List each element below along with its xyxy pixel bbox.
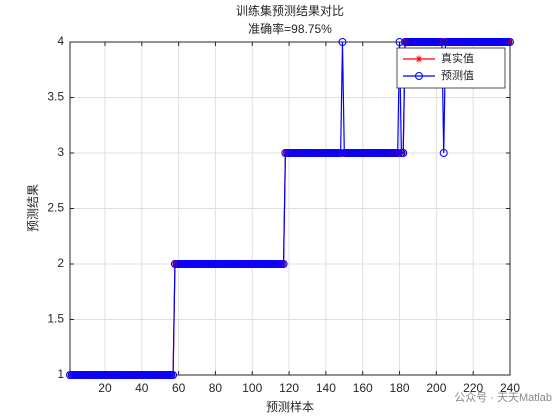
data-point [439,149,448,157]
x-tick-label: 140 [316,381,336,395]
chart-subtitle: 准确率=98.75% [248,21,332,36]
data-point [399,149,408,157]
y-tick-label: 3 [57,145,64,159]
data-point [338,38,347,46]
y-tick-label: 1 [57,367,64,381]
x-axis-label: 预测样本 [266,399,314,414]
x-tick-label: 120 [279,381,299,395]
x-tick-label: 200 [426,381,446,395]
y-tick-label: 2 [57,256,64,270]
legend-marker [415,55,423,63]
legend-label: 预测值 [441,69,474,82]
x-tick-label: 60 [172,381,186,395]
y-axis-label: 预测结果 [26,184,40,232]
x-tick-label: 220 [463,381,483,395]
y-tick-label: 2.5 [47,201,64,215]
data-point [279,260,288,268]
x-tick-label: 100 [242,381,262,395]
data-point [169,371,178,379]
y-tick-label: 4 [57,34,64,48]
y-tick-label: 3.5 [47,90,64,104]
x-tick-label: 160 [353,381,373,395]
legend-box [396,47,506,89]
plot-frame [69,41,511,376]
x-tick-label: 80 [209,381,223,395]
watermark: 公众号 · 天天Matlab [454,391,552,404]
legend-marker [415,72,423,80]
y-tick-label: 1.5 [47,312,64,326]
chart-title: 训练集预测结果对比 [236,3,344,18]
x-tick-label: 180 [390,381,410,395]
x-tick-label: 240 [500,381,520,395]
data-point [506,38,514,46]
x-tick-label: 20 [98,381,112,395]
x-tick-label: 40 [135,381,149,395]
data-point [393,149,402,157]
legend-label: 真实值 [441,51,474,65]
